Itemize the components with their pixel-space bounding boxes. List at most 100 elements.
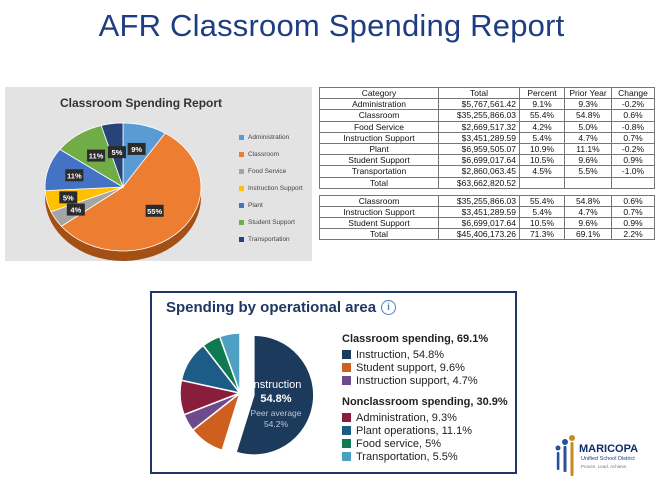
card-title: Spending by operational area [166, 299, 377, 316]
excel-legend-item: Classroom [239, 146, 303, 163]
excel-pie-slice-classroom [60, 132, 202, 252]
excel-data-label: 9% [127, 142, 146, 155]
table-cell: 0.6% [611, 194, 655, 207]
svg-text:9%: 9% [131, 145, 142, 154]
table-cell: $6,959,505.07 [438, 142, 520, 156]
table-cell: Transportation [319, 165, 439, 178]
table-cell: $35,255,866.03 [438, 194, 520, 207]
svg-text:11%: 11% [89, 152, 104, 161]
table-cell: $63,662,820.52 [438, 176, 520, 189]
table-cell: $5,767,561.42 [438, 98, 520, 111]
table-cell: 71.3% [519, 228, 565, 241]
table-cell: 10.5% [519, 217, 565, 230]
table-cell: $6,699,017.64 [438, 217, 520, 230]
excel-data-label: 11% [65, 169, 84, 182]
table-row: Plant $6,959,505.07 10.9% 11.1% -0.2% [319, 142, 655, 156]
legend-item: Instruction, 54.8% [342, 348, 488, 361]
table-cell: Classroom [319, 194, 439, 207]
table-cell: 0.9% [611, 217, 655, 230]
callout-peer-label: Peer average [250, 408, 301, 418]
table-cell [611, 176, 655, 189]
table-row: Administration $5,767,561.42 9.1% 9.3% -0.2% [319, 98, 655, 111]
table-cell: Instruction Support [319, 205, 439, 219]
table-cell: 10.5% [519, 154, 565, 167]
callout-value: 54.8% [260, 393, 291, 405]
table-cell: Instruction Support [319, 131, 439, 144]
callout-peer-value: 54.2% [264, 419, 289, 429]
slide-title: AFR Classroom Spending Report [98, 8, 565, 43]
table-cell: 5.5% [564, 165, 612, 178]
excel-legend: Administration Classroom Food Service In… [239, 129, 303, 248]
table-row: Instruction Support $3,451,289.59 5.4% 4.7%… [319, 131, 655, 144]
table-cell: Total [319, 176, 439, 189]
excel-data-label: 55% [145, 204, 164, 217]
table-cell: 9.3% [564, 98, 612, 111]
table-cell [519, 176, 565, 189]
legend-item: Administration, 9.3% [342, 411, 508, 424]
excel-legend-item: Food Service [239, 163, 303, 180]
legend-item: Plant operations, 11.1% [342, 424, 508, 437]
district-logo-graphic [555, 435, 575, 476]
table-cell: $2,669,517.32 [438, 120, 520, 133]
table-row: Food Service $2,669,517.32 4.2% 5.0% -0.8% [319, 120, 655, 133]
svg-text:11%: 11% [67, 171, 82, 180]
info-icon[interactable]: i [381, 300, 396, 315]
table-cell: 9.6% [564, 154, 612, 167]
table-cell: 2.2% [611, 228, 655, 241]
logo-name: MARICOPA [579, 443, 639, 455]
classroom-legend: Classroom spending, 69.1% Instruction, 5… [342, 333, 488, 387]
table-cell: 69.1% [564, 228, 612, 241]
svg-text:5%: 5% [63, 193, 74, 202]
legend-item: Instruction support, 4.7% [342, 374, 488, 387]
table-row: Student Support $6,699,017.64 10.5% 9.6% 0.9… [319, 154, 655, 167]
col-header: Total [438, 86, 520, 100]
table-cell: Food Service [319, 120, 439, 133]
table-cell: 10.9% [519, 142, 565, 156]
excel-legend-item: Instruction Support [239, 180, 303, 197]
excel-pie-chart: 9% 55% 4% 5% 11% 11% 5% [44, 122, 202, 261]
table-cell: -1.0% [611, 165, 655, 178]
table-cell: 9.6% [564, 217, 612, 230]
table-cell: 54.8% [564, 194, 612, 207]
table-cell [564, 176, 612, 189]
table-cell: Student Support [319, 217, 439, 230]
table-cell: 5.4% [519, 205, 565, 219]
table-cell: 0.9% [611, 154, 655, 167]
table-row: Student Support $6,699,017.64 10.5% 9.6% 0.9… [319, 217, 655, 230]
table-cell: 4.7% [564, 131, 612, 144]
col-header: Category [319, 86, 439, 100]
table-row: Classroom $35,255,866.03 55.4% 54.8% 0.6% [319, 194, 655, 207]
col-header: Prior Year [564, 86, 612, 100]
table-row: Instruction Support $3,451,289.59 5.4% 4.7%… [319, 205, 655, 219]
excel-data-label: 11% [87, 149, 106, 162]
classroom-heading: Classroom spending, 69.1% [342, 333, 489, 345]
table-cell: $3,451,289.59 [438, 131, 520, 144]
table-cell: 9.1% [519, 98, 565, 111]
table-header-row: Category Total Percent Prior Year Change [319, 86, 655, 100]
table-cell: $6,699,017.64 [438, 154, 520, 167]
excel-legend-item: Administration [239, 129, 303, 146]
table-cell: 5.0% [564, 120, 612, 133]
table-cell: $3,451,289.59 [438, 205, 520, 219]
svg-text:4%: 4% [70, 206, 81, 215]
svg-text:5%: 5% [112, 148, 123, 157]
table-cell: $2,860,063.45 [438, 165, 520, 178]
table-cell: 55.4% [519, 109, 565, 122]
excel-chart-panel: Classroom Spending Report 9% 55% 4% 5% 11% 11… [5, 87, 312, 261]
table-cell: 5.4% [519, 131, 565, 144]
callout-label: Instruction [251, 379, 302, 391]
table-cell: Plant [319, 142, 439, 156]
table-cell: $45,406,173.26 [438, 228, 520, 241]
table-cell: Student Support [319, 154, 439, 167]
excel-data-label: 4% [66, 203, 85, 216]
table-cell: $35,255,866.03 [438, 109, 520, 122]
table-cell: -0.8% [611, 120, 655, 133]
svg-text:55%: 55% [147, 207, 162, 216]
excel-legend-item: Student Support [239, 214, 303, 231]
table-row: Transportation $2,860,063.45 4.5% 5.5% -1.0% [319, 165, 655, 178]
table-cell: 0.7% [611, 205, 655, 219]
table-cell: 0.7% [611, 131, 655, 144]
table-row: Total $45,406,173.26 71.3% 69.1% 2.2% [319, 228, 655, 241]
table-cell: 4.7% [564, 205, 612, 219]
